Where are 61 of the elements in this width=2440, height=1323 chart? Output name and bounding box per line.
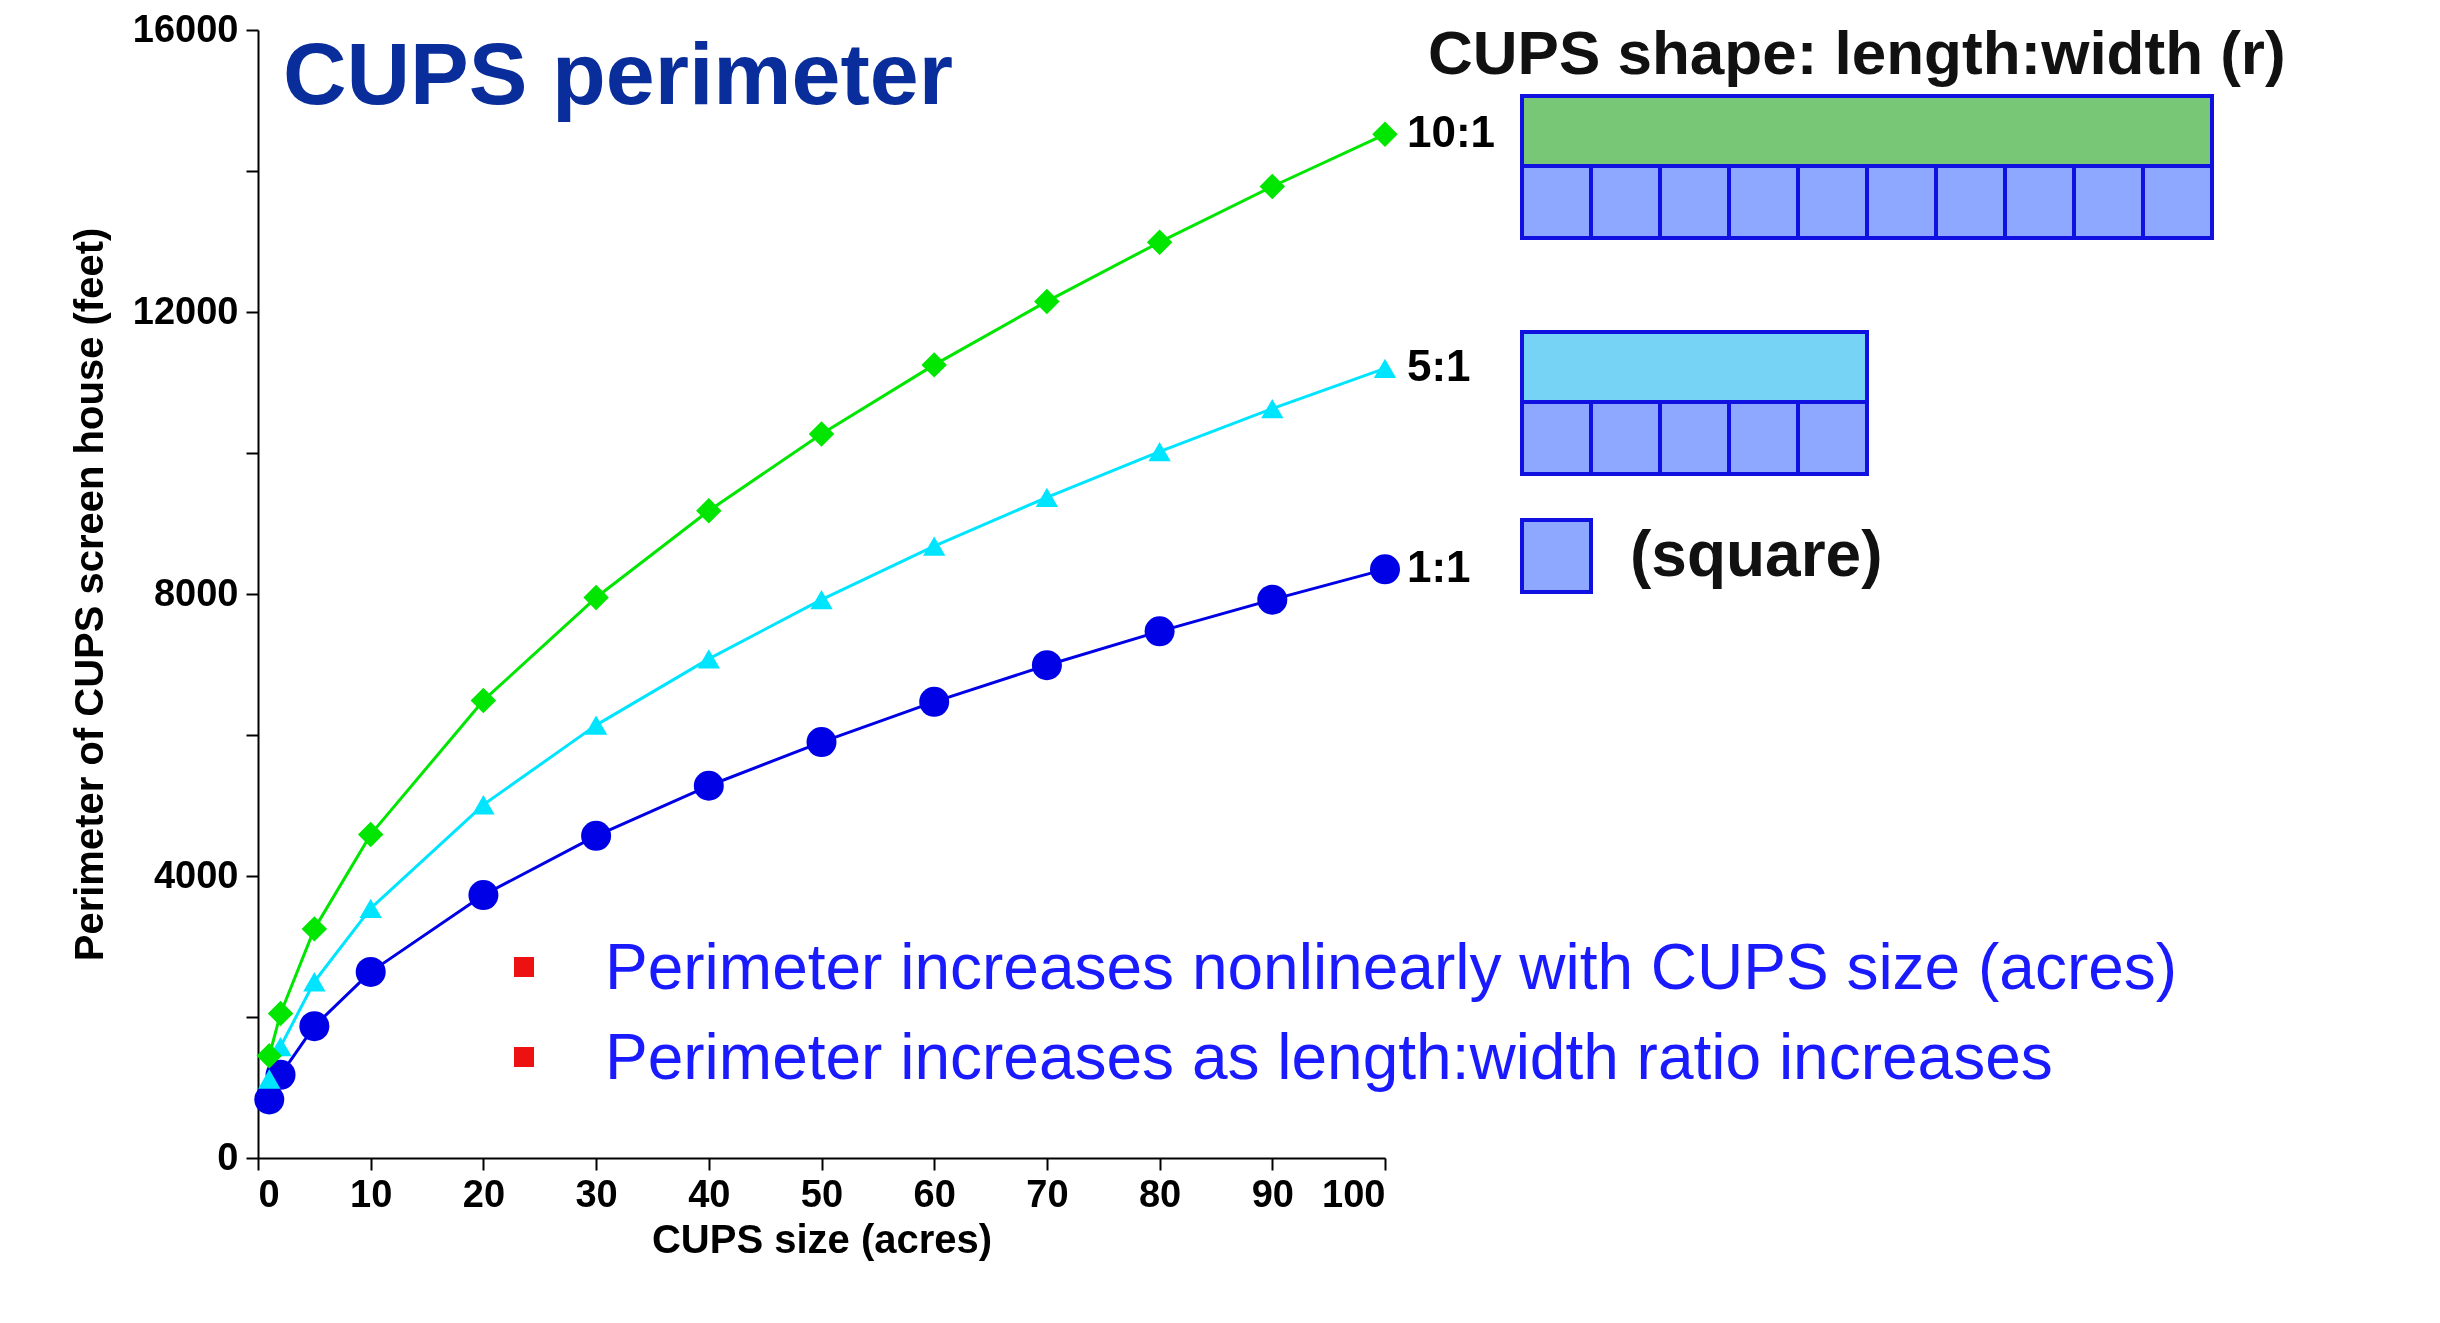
point — [806, 727, 837, 758]
point — [1261, 398, 1284, 419]
point — [923, 536, 946, 556]
x-tick-label: 0 — [258, 1172, 280, 1215]
x-tick-label: 10 — [350, 1172, 393, 1215]
x-tick-label: 60 — [913, 1172, 956, 1215]
y-axis-title: Perimeter of CUPS screen house (feet) — [66, 227, 111, 962]
text: (square) — [1630, 518, 1883, 590]
point — [1035, 487, 1059, 508]
point — [810, 589, 833, 610]
point — [696, 498, 722, 524]
point — [470, 687, 497, 714]
x-tick-label: 20 — [462, 1172, 506, 1215]
x-tick-label: 80 — [1138, 1172, 1182, 1215]
point — [1031, 650, 1062, 681]
point — [256, 1043, 283, 1069]
point — [468, 880, 499, 911]
point — [355, 956, 386, 987]
y-tick-label: 16000 — [132, 7, 239, 50]
point — [584, 715, 608, 735]
text: CUPS shape: length:width (r) — [1428, 18, 2286, 87]
series-label: 10:1 — [1407, 107, 1496, 157]
point — [1373, 358, 1397, 379]
point — [1034, 288, 1060, 315]
point — [1259, 173, 1286, 200]
x-tick-label: 70 — [1026, 1172, 1069, 1215]
x-tick-label: 30 — [575, 1172, 618, 1215]
y-tick-label: 8000 — [153, 571, 239, 614]
point — [1146, 229, 1173, 255]
x-axis-title: CUPS size (acres) — [651, 1216, 993, 1261]
annotation: Perimeter increases nonlinearly with CUPS size (acres) — [605, 931, 2178, 1003]
point — [472, 795, 495, 815]
x-tick-label: 40 — [688, 1172, 731, 1215]
point — [921, 352, 947, 378]
point — [693, 770, 724, 801]
x-tick-label: 90 — [1251, 1172, 1294, 1215]
point — [357, 821, 384, 848]
series-label: 5:1 — [1407, 341, 1471, 391]
point — [581, 820, 612, 851]
x-tick-label: 100 — [1322, 1172, 1386, 1215]
point — [1144, 616, 1175, 647]
point — [1370, 554, 1400, 585]
x-tick-label: 50 — [800, 1172, 844, 1215]
point — [1257, 584, 1288, 615]
point — [808, 421, 835, 447]
point — [359, 898, 382, 919]
annotation: Perimeter increases as length:width ratio increases — [605, 1021, 2053, 1093]
point — [267, 1000, 294, 1027]
legend-label: 1:1 — [1407, 542, 1471, 592]
point — [303, 972, 326, 992]
y-tick-label: 0 — [217, 1135, 239, 1178]
point — [583, 584, 609, 611]
point — [697, 649, 720, 669]
y-tick-label: 4000 — [153, 853, 239, 896]
point — [1148, 441, 1171, 462]
point — [299, 1011, 330, 1042]
point — [1372, 121, 1398, 148]
y-tick-label: 12000 — [132, 289, 239, 332]
point — [919, 686, 950, 717]
point — [301, 916, 328, 942]
chart-title: CUPS perimeter — [283, 24, 954, 123]
